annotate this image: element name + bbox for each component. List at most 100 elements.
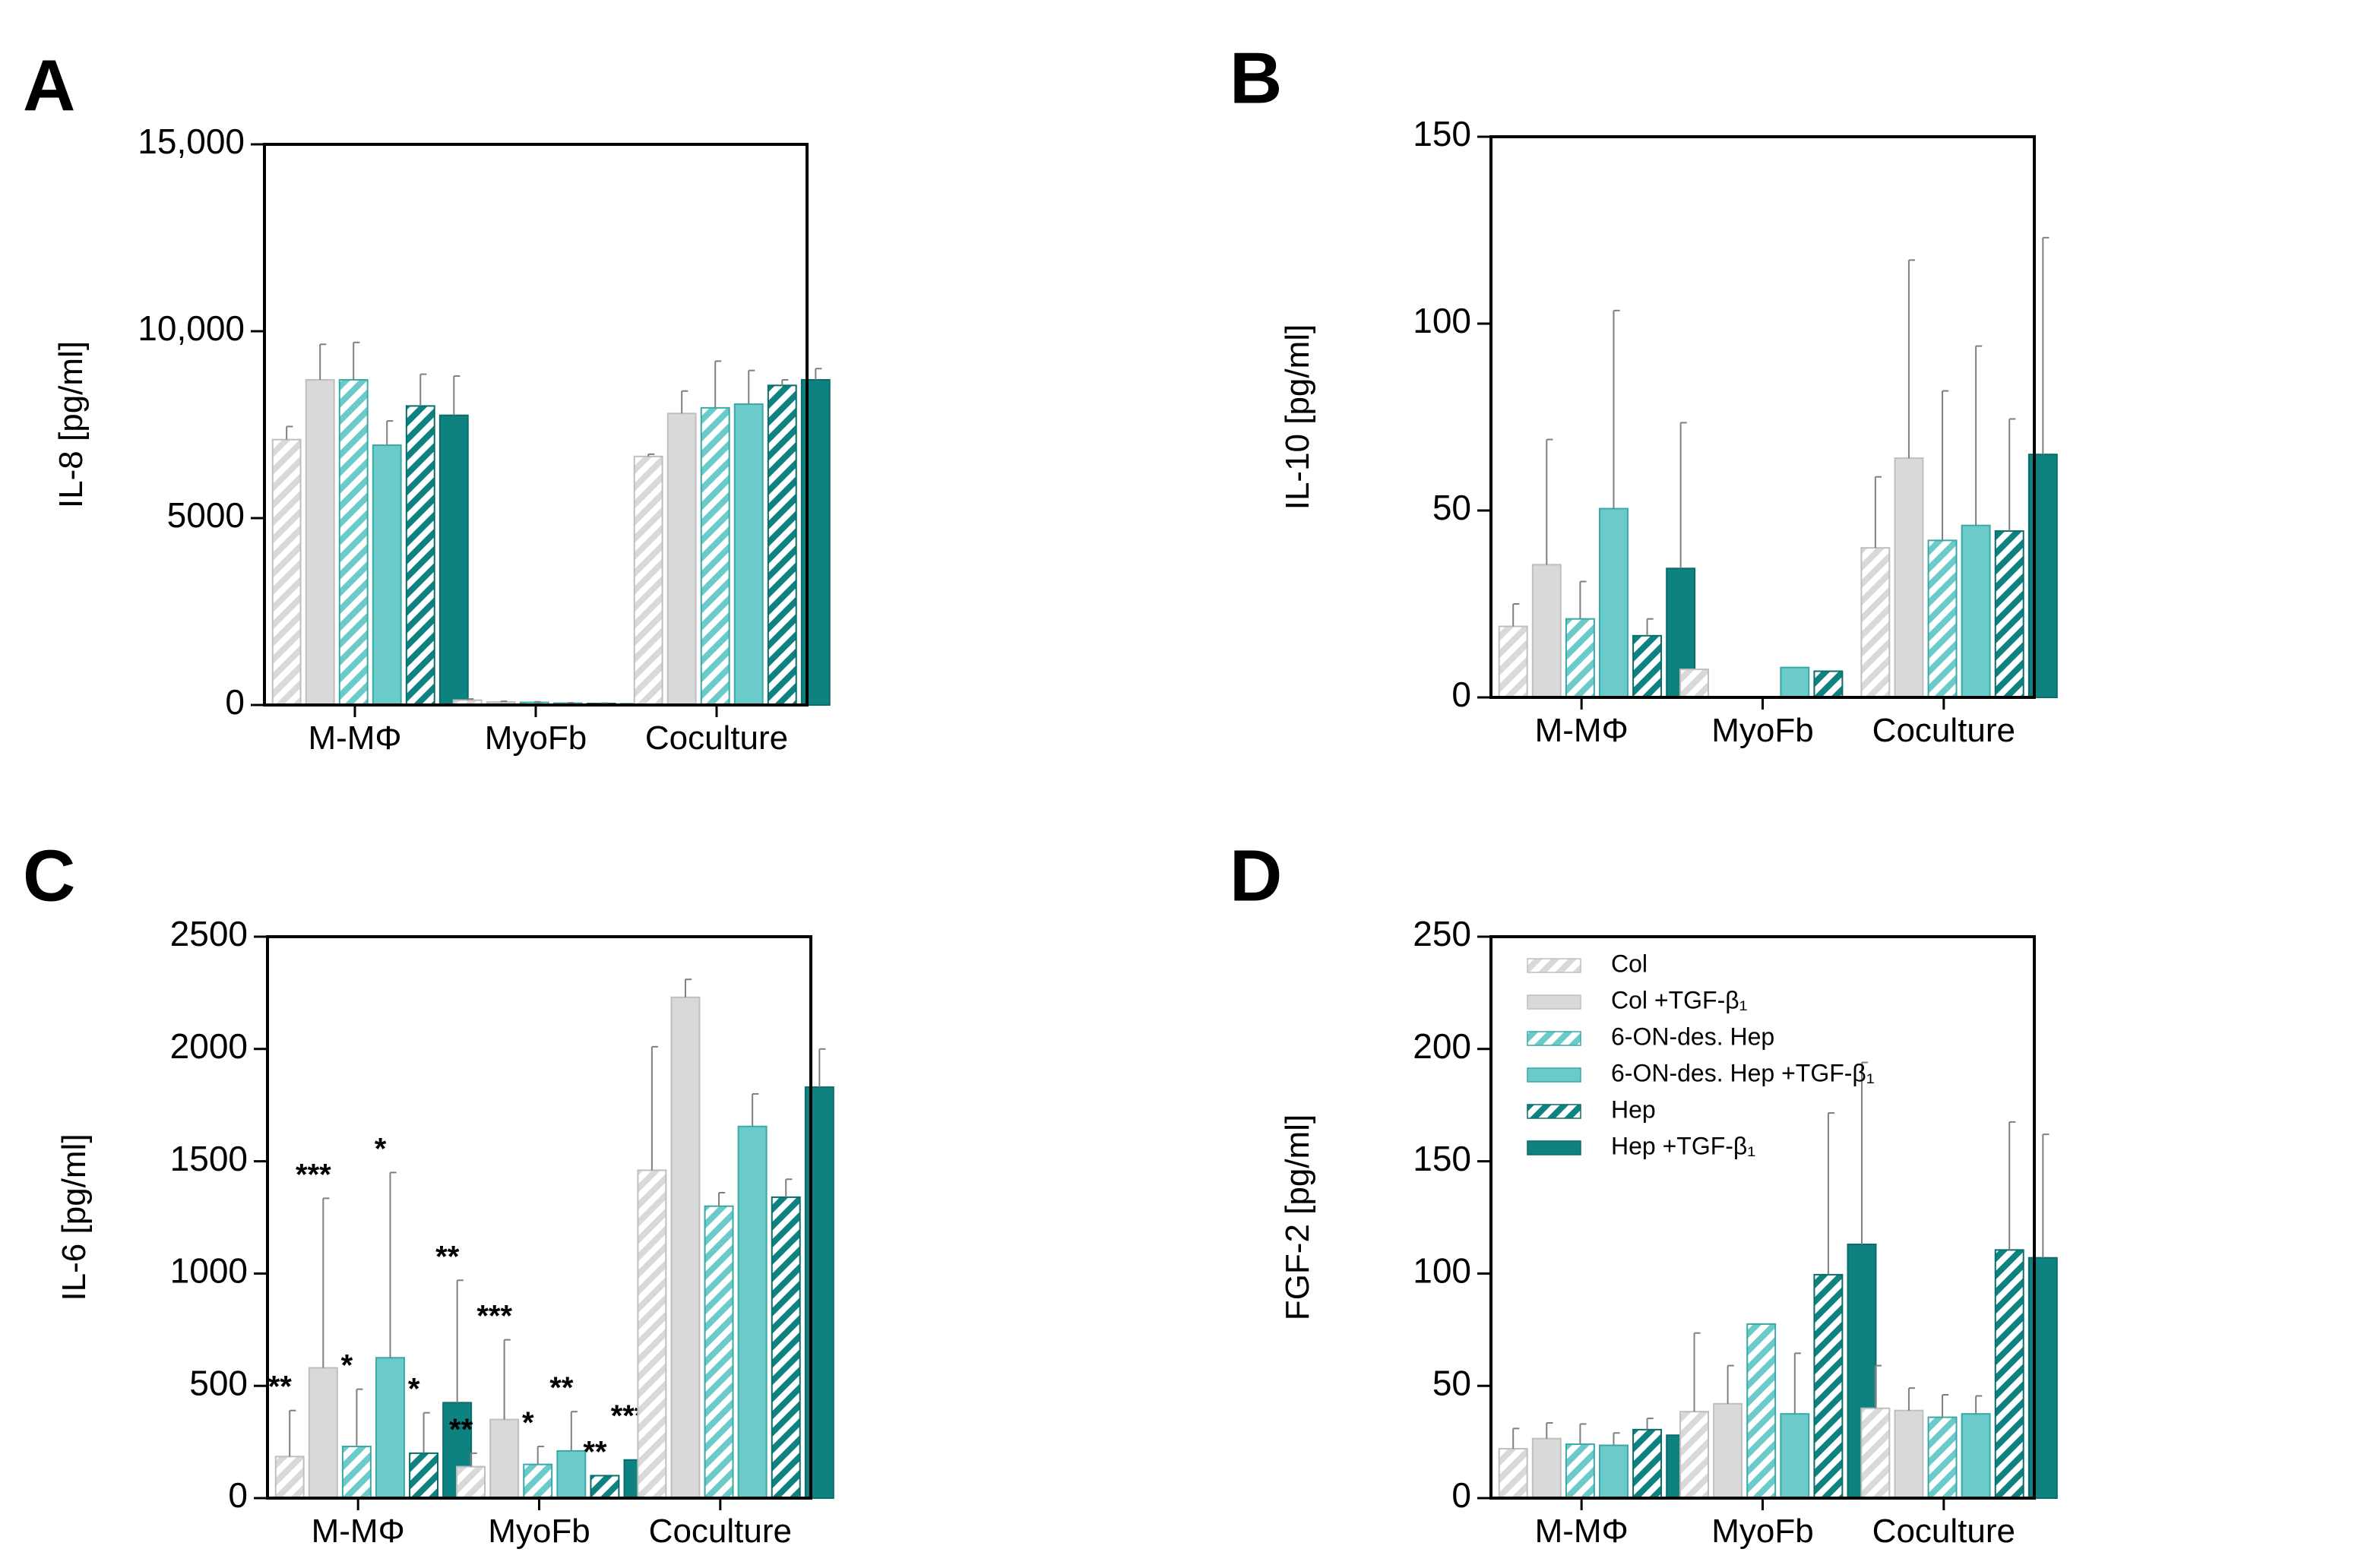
bar xyxy=(489,1418,520,1500)
y-tick-label: 0 xyxy=(228,1475,248,1515)
y-tick-label: 15,000 xyxy=(138,122,245,161)
legend-swatch xyxy=(1527,1140,1581,1155)
bar xyxy=(590,1475,620,1499)
legend-swatch xyxy=(1527,1104,1581,1119)
bar xyxy=(405,405,435,707)
bar xyxy=(737,1125,768,1499)
bar xyxy=(733,403,764,706)
bar xyxy=(1679,1411,1710,1499)
y-tick-label: 1000 xyxy=(170,1251,248,1291)
bar xyxy=(271,438,302,706)
legend-swatch xyxy=(1527,958,1581,973)
significance-mark: *** xyxy=(476,1300,512,1333)
category-label: Coculture xyxy=(645,719,788,757)
panel-D: D 0 50 100 150 200 250 FGF-2 [pg/ml] M-MΦ MyoFb Co… xyxy=(1230,835,2058,1550)
bar xyxy=(1961,524,1991,698)
significance-mark: *** xyxy=(296,1158,331,1191)
significance-mark: ** xyxy=(549,1371,574,1405)
bar xyxy=(305,378,335,706)
bar xyxy=(1498,625,1528,699)
bar xyxy=(308,1367,338,1499)
bar xyxy=(637,1169,667,1499)
y-tick-label: 50 xyxy=(1432,488,1471,527)
plot-frame xyxy=(263,143,809,707)
significance-mark: ** xyxy=(435,1240,460,1273)
bar xyxy=(767,384,797,706)
bar xyxy=(1994,530,2024,698)
panel-letter: C xyxy=(23,835,75,916)
y-tick-label: 0 xyxy=(1451,1475,1471,1515)
bar xyxy=(700,406,730,706)
y-tick-label: 200 xyxy=(1413,1026,1471,1066)
plot-frame xyxy=(1489,135,2036,699)
legend-label: Hep xyxy=(1611,1095,1656,1123)
legend-label: 6-ON-des. Hep xyxy=(1611,1023,1774,1050)
legend-swatch xyxy=(1527,1067,1581,1083)
bar xyxy=(670,996,701,1499)
category-label: Coculture xyxy=(1872,1513,2015,1550)
bar xyxy=(456,1465,486,1499)
bar xyxy=(1780,666,1810,699)
bar xyxy=(666,413,697,706)
y-axis-label: IL-10 [pg/ml] xyxy=(1279,324,1316,511)
y-tick-label: 500 xyxy=(189,1363,248,1402)
y-axis-label: IL-8 [pg/ml] xyxy=(52,341,90,508)
plot-frame xyxy=(266,935,812,1500)
significance-mark: ** xyxy=(583,1435,607,1468)
category-label: MyoFb xyxy=(488,1513,590,1550)
category-label: M-MΦ xyxy=(312,1513,405,1550)
plot-frame xyxy=(1489,935,2036,1500)
y-tick-label: 50 xyxy=(1432,1363,1471,1402)
bar xyxy=(375,1357,405,1499)
category-label: Coculture xyxy=(1872,712,2015,749)
y-tick-label: 100 xyxy=(1413,1251,1471,1291)
bar xyxy=(556,1449,587,1499)
y-tick-label: 10,000 xyxy=(138,308,245,348)
bar xyxy=(1599,507,1629,698)
significance-mark: ** xyxy=(449,1413,473,1446)
bar xyxy=(1632,1428,1663,1500)
significance-mark: * xyxy=(375,1132,387,1165)
significance-mark: * xyxy=(522,1406,534,1440)
bar xyxy=(438,414,469,706)
significance-mark: ** xyxy=(268,1370,293,1404)
bar xyxy=(1531,564,1562,699)
panel-letter: A xyxy=(23,45,75,126)
category-label: M-MΦ xyxy=(1535,712,1629,749)
category-label: Coculture xyxy=(649,1513,792,1550)
legend: Col Col +TGF-β₁ 6-ON-des. Hep 6-ON-des. Hep… xyxy=(1527,950,1875,1159)
bar xyxy=(1927,539,1958,698)
y-tick-label: 0 xyxy=(1451,675,1471,714)
legend-swatch xyxy=(1527,994,1581,1010)
bar xyxy=(1927,1416,1958,1499)
bar xyxy=(1632,634,1663,699)
bar xyxy=(771,1196,801,1499)
category-label: MyoFb xyxy=(1711,712,1813,749)
significance-mark: * xyxy=(408,1373,420,1406)
y-tick-label: 2000 xyxy=(170,1026,248,1066)
y-tick-label: 150 xyxy=(1413,1139,1471,1178)
bar xyxy=(1565,618,1595,698)
y-tick-label: 100 xyxy=(1413,301,1471,340)
bar xyxy=(1994,1249,2024,1500)
bar xyxy=(1860,1407,1891,1500)
bar xyxy=(409,1452,439,1500)
bar xyxy=(1746,1323,1777,1500)
bar xyxy=(633,455,663,706)
y-tick-label: 0 xyxy=(225,682,245,722)
bar xyxy=(1894,457,1924,698)
bar xyxy=(1894,1409,1924,1499)
bar xyxy=(1860,547,1891,699)
panel-B: B 0 50 100 150 IL-10 [pg/ml] M-MΦ MyoFb Cocultur… xyxy=(1230,37,2058,749)
panel-letter: D xyxy=(1230,835,1282,916)
y-tick-label: 1500 xyxy=(170,1139,248,1178)
bar xyxy=(1961,1413,1991,1500)
y-tick-label: 150 xyxy=(1413,114,1471,153)
y-tick-label: 250 xyxy=(1413,914,1471,953)
bar xyxy=(274,1456,305,1499)
y-axis-label: FGF-2 [pg/ml] xyxy=(1279,1114,1316,1320)
bar xyxy=(1531,1437,1562,1500)
bar xyxy=(1498,1447,1528,1500)
